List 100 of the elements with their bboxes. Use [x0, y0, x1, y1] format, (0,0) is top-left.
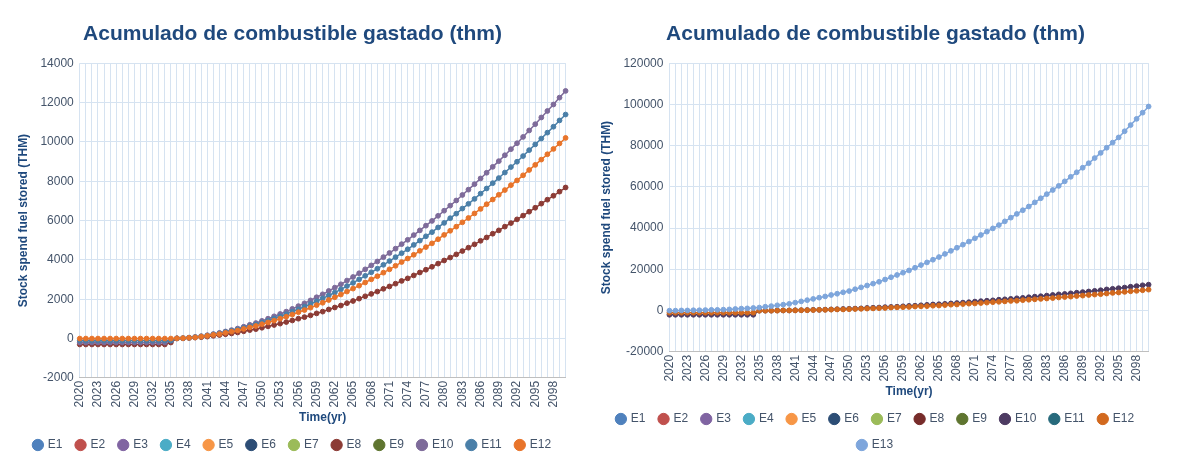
y-tick-label: 120000	[623, 55, 664, 70]
x-tick-label: 2080	[436, 380, 451, 408]
legend-label: E8	[929, 411, 945, 426]
x-tick-label: 2035	[163, 380, 178, 408]
x-tick-label: 2041	[199, 380, 214, 408]
y-tick-label: 2000	[47, 291, 75, 306]
chart-title: Acumulado de combustible gastado (thm)	[83, 21, 502, 45]
x-tick-label: 2029	[715, 354, 730, 382]
legend-label: E8	[346, 437, 362, 452]
x-tick-label: 2044	[805, 354, 820, 382]
y-tick-label: -20000	[626, 344, 664, 359]
legend-label: E2	[90, 437, 106, 452]
x-tick-label: 2026	[108, 380, 123, 408]
x-tick-label: 2050	[841, 354, 856, 382]
x-tick-label: 2068	[949, 354, 964, 382]
legend-label: E6	[844, 411, 860, 426]
x-tick-label: 2083	[1039, 354, 1054, 382]
y-tick-label: 80000	[630, 138, 664, 152]
x-tick-label: 2062	[327, 380, 342, 408]
legend-label: E10	[431, 437, 454, 452]
legend-label: E13	[871, 437, 894, 452]
x-tick-label: 2083	[454, 380, 469, 408]
x-tick-label: 2032	[733, 354, 748, 382]
legend-label: E7	[886, 411, 902, 426]
y-tick-label: 40000	[630, 220, 664, 235]
x-tick-label: 2092	[1093, 354, 1107, 382]
legend-label: E2	[673, 411, 689, 426]
x-tick-label: 2077	[1003, 354, 1018, 382]
y-tick-label: 0	[67, 330, 75, 345]
legend-label: E7	[303, 437, 319, 452]
x-tick-label: 2044	[217, 380, 232, 408]
y-tick-label: 8000	[47, 173, 75, 188]
x-tick-label: 2062	[913, 354, 928, 382]
x-tick-label: 2074	[985, 354, 1000, 382]
x-tick-label: 2020	[661, 354, 676, 382]
x-tick-label: 2065	[345, 380, 360, 408]
x-axis-title: Time(yr)	[885, 384, 933, 399]
legend-label: E5	[801, 411, 817, 426]
x-tick-label: 2041	[787, 354, 802, 382]
legend-label: E3	[133, 437, 149, 452]
x-tick-label: 2047	[236, 380, 251, 408]
x-tick-label: 2050	[254, 380, 269, 408]
chart-title: Acumulado de combustible gastado (thm)	[666, 21, 1085, 45]
x-tick-label: 2038	[769, 354, 784, 382]
x-tick-label: 2047	[823, 354, 838, 382]
legend-label: E1	[47, 437, 63, 452]
legend-label: E12	[1112, 411, 1135, 426]
y-tick-label: -2000	[43, 370, 75, 385]
x-tick-label: 2020	[72, 380, 87, 408]
x-tick-label: 2095	[527, 380, 542, 408]
x-tick-label: 2080	[1021, 354, 1036, 382]
x-axis-title: Time(yr)	[299, 410, 347, 425]
x-tick-label: 2029	[126, 380, 141, 408]
x-tick-label: 2086	[1057, 354, 1072, 382]
y-tick-label: 0	[656, 302, 664, 317]
y-axis-title: Stock spend fuel stored (THM)	[598, 120, 613, 295]
legend-label: E3	[716, 411, 732, 426]
y-axis-title: Stock spend fuel stored (THM)	[15, 133, 30, 308]
x-tick-label: 2023	[679, 354, 694, 382]
y-tick-label: 6000	[47, 212, 75, 227]
legend-label: E4	[758, 411, 774, 426]
x-tick-label: 2032	[144, 380, 159, 408]
x-tick-label: 2059	[895, 354, 910, 382]
x-tick-label: 2026	[697, 354, 712, 382]
x-tick-label: 2095	[1110, 354, 1125, 382]
x-tick-label: 2068	[363, 380, 378, 408]
legend-label: E1	[630, 411, 646, 426]
legend-label: E10	[1014, 411, 1037, 426]
x-tick-label: 2053	[859, 354, 874, 382]
x-tick-label: 2086	[472, 380, 487, 408]
x-tick-label: 2089	[1075, 354, 1090, 382]
legend-label: E6	[261, 437, 277, 452]
y-tick-label: 60000	[630, 179, 664, 194]
x-tick-label: 2071	[967, 354, 982, 382]
y-tick-label: 12000	[40, 94, 75, 109]
x-tick-label: 2077	[418, 380, 433, 408]
x-tick-label: 2023	[90, 380, 105, 408]
legend-label: E9	[389, 437, 405, 452]
x-tick-label: 2098	[1128, 354, 1143, 382]
x-tick-label: 2098	[545, 380, 560, 408]
y-tick-label: 4000	[47, 252, 75, 267]
legend-label: E9	[972, 411, 988, 426]
x-tick-label: 2053	[272, 380, 287, 408]
legend-label: E5	[218, 437, 234, 452]
x-tick-label: 2056	[290, 380, 305, 408]
x-tick-label: 2074	[400, 380, 415, 408]
legend-label: E11	[1064, 411, 1086, 426]
x-tick-label: 2071	[381, 380, 396, 408]
x-tick-label: 2035	[751, 354, 766, 382]
x-tick-label: 2065	[931, 354, 946, 382]
x-tick-label: 2092	[509, 380, 524, 408]
legend-label: E11	[481, 437, 503, 452]
y-tick-label: 14000	[40, 55, 75, 70]
legend-label: E12	[529, 437, 552, 452]
x-tick-label: 2059	[308, 380, 323, 408]
x-tick-label: 2089	[491, 380, 506, 408]
x-tick-label: 2038	[181, 380, 196, 408]
y-tick-label: 100000	[623, 96, 664, 111]
y-tick-label: 20000	[630, 261, 664, 276]
legend-label: E4	[175, 437, 191, 452]
